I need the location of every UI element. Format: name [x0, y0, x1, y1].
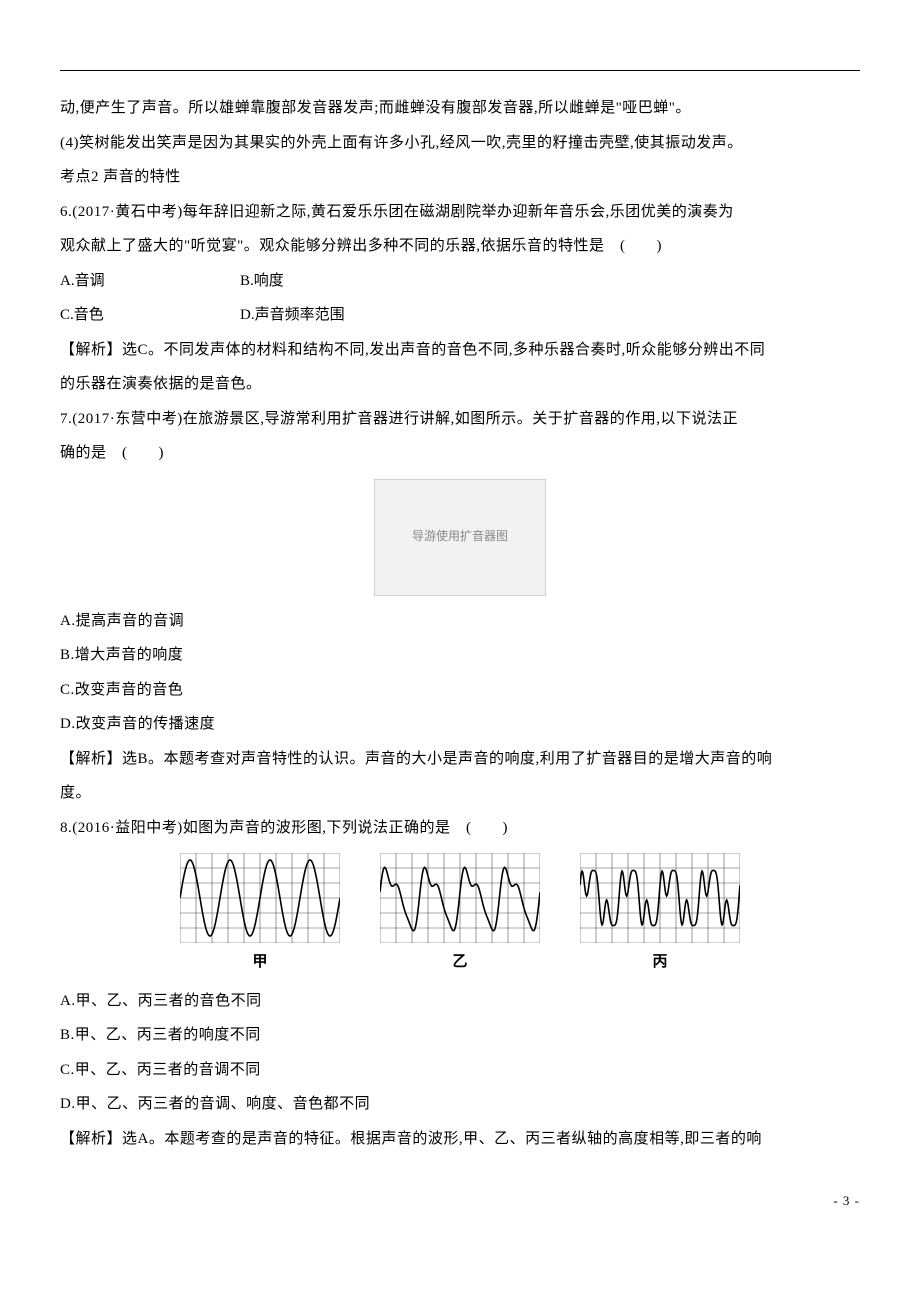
topic-heading: 考点2 声音的特性 [60, 160, 860, 195]
intro-line2: (4)笑树能发出笑声是因为其果实的外壳上面有许多小孔,经风一吹,壳里的籽撞击壳壁… [60, 126, 860, 161]
q8-label-yi: 乙 [380, 945, 540, 980]
q6-option-d: D.声音频率范围 [240, 298, 500, 333]
q8-wave-yi [380, 853, 540, 943]
q6-answer-line1: 【解析】选C。不同发声体的材料和结构不同,发出声音的音色不同,多种乐器合奏时,听… [60, 333, 860, 368]
q8-stem: 8.(2016·益阳中考)如图为声音的波形图,下列说法正确的是 ( ) [60, 811, 860, 846]
q8-option-c: C.甲、乙、丙三者的音调不同 [60, 1053, 860, 1088]
q6-option-c: C.音色 [60, 298, 240, 333]
q8-option-a: A.甲、乙、丙三者的音色不同 [60, 984, 860, 1019]
q6-stem-line2: 观众献上了盛大的"听觉宴"。观众能够分辨出多种不同的乐器,依据乐音的特性是 ( … [60, 229, 860, 264]
q7-option-b: B.增大声音的响度 [60, 638, 860, 673]
q8-label-bing: 丙 [580, 945, 740, 980]
q8-label-jia: 甲 [180, 945, 340, 980]
q6-options-row2: C.音色 D.声音频率范围 [60, 298, 860, 333]
q8-wave-jia [180, 853, 340, 943]
q6-options-row1: A.音调 B.响度 [60, 264, 860, 299]
q8-wave-bing [580, 853, 740, 943]
q8-wave-labels: 甲 乙 丙 [60, 945, 860, 980]
q7-option-c: C.改变声音的音色 [60, 673, 860, 708]
q7-answer-line2: 度。 [60, 776, 860, 811]
q8-option-b: B.甲、乙、丙三者的响度不同 [60, 1018, 860, 1053]
q7-image: 导游使用扩音器图 [374, 479, 546, 596]
q6-stem-line1: 6.(2017·黄石中考)每年辞旧迎新之际,黄石爱乐乐团在磁湖剧院举办迎新年音乐… [60, 195, 860, 230]
q6-answer-line2: 的乐器在演奏依据的是音色。 [60, 367, 860, 402]
page-number: - 3 - [60, 1186, 860, 1216]
q8-wave-row [60, 853, 860, 943]
top-rule [60, 70, 860, 71]
q7-option-a: A.提高声音的音调 [60, 604, 860, 639]
q8-answer: 【解析】选A。本题考查的是声音的特征。根据声音的波形,甲、乙、丙三者纵轴的高度相… [60, 1122, 860, 1157]
q7-stem-line1: 7.(2017·东营中考)在旅游景区,导游常利用扩音器进行讲解,如图所示。关于扩… [60, 402, 860, 437]
q7-answer-line1: 【解析】选B。本题考查对声音特性的认识。声音的大小是声音的响度,利用了扩音器目的… [60, 742, 860, 777]
q7-stem-line2: 确的是 ( ) [60, 436, 860, 471]
intro-line1: 动,便产生了声音。所以雄蝉靠腹部发音器发声;而雌蝉没有腹部发音器,所以雌蝉是"哑… [60, 91, 860, 126]
q6-option-a: A.音调 [60, 264, 240, 299]
q8-option-d: D.甲、乙、丙三者的音调、响度、音色都不同 [60, 1087, 860, 1122]
q7-option-d: D.改变声音的传播速度 [60, 707, 860, 742]
q6-option-b: B.响度 [240, 264, 500, 299]
